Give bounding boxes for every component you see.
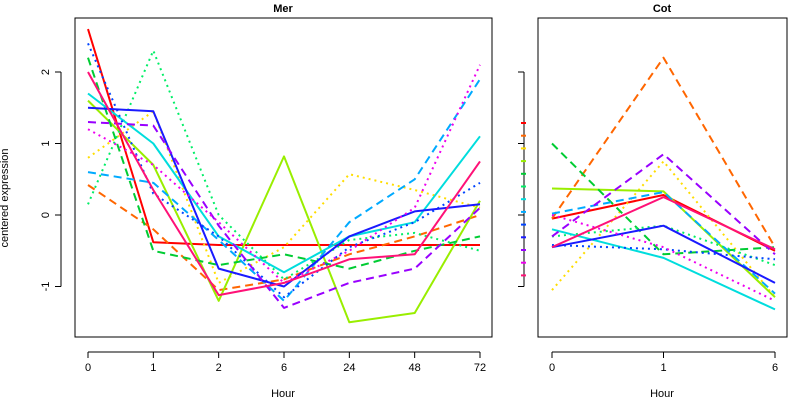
panel-mer-series-line-11 (87, 121, 481, 309)
panel-cot-series-line-3 (551, 160, 776, 298)
panel-mer-x-tick-label: 6 (281, 362, 287, 374)
panel-cot-series-line-4 (551, 187, 776, 298)
panel-cot-series-line-8 (551, 191, 776, 295)
panel-mer-x-tick-label: 1 (150, 362, 156, 374)
panel-mer-y-tick-label: 1 (40, 140, 52, 146)
panel-cot-x-tick-label: 0 (549, 362, 555, 374)
panel-mer-series-line-3 (87, 110, 481, 284)
panel-mer-series-line-4 (87, 99, 481, 324)
panel-mer-series-line-9 (87, 43, 481, 299)
panel-mer: Mer 0 1 2 6 24 48 72 -1 0 1 2 Hour (40, 3, 493, 400)
panel-cot-series-line-11 (551, 153, 776, 256)
panel-cot-series-line-13 (551, 196, 776, 251)
panel-mer-series-line-2 (87, 184, 481, 292)
panel-cot-frame (537, 17, 788, 338)
panel-mer-x-tick-label: 24 (343, 362, 355, 374)
panel-mer-series-line-7 (87, 92, 481, 274)
panel-cot-series-line-7 (551, 228, 776, 311)
panel-mer-series-line-5 (87, 57, 481, 270)
panel-cot-title: Cot (653, 3, 672, 15)
y-axis-label: centered expression (0, 148, 11, 247)
panel-mer-y-tick-label: -1 (40, 282, 52, 292)
panel-mer-x-tick-label: 48 (409, 362, 421, 374)
panel-cot-series-line-6 (551, 224, 776, 267)
panel-cot-x-axis-label: Hour (650, 388, 674, 400)
panel-cot-series-line-10 (551, 224, 776, 284)
panel-mer-series-line-13 (87, 71, 481, 297)
panel-mer-series-line-12 (87, 64, 481, 284)
panel-mer-frame (74, 17, 493, 338)
panel-cot-series-line-9 (551, 244, 776, 261)
panel-mer-series-line-8 (87, 78, 481, 302)
panel-mer-series-line-6 (87, 49, 481, 281)
panel-cot-series-line-12 (551, 214, 776, 302)
panel-cot-series-line-5 (551, 142, 776, 256)
panel-cot-x-tick-label: 1 (660, 362, 666, 374)
panel-mer-y-tick-label: 2 (40, 69, 52, 75)
panel-cot-series-line-2 (551, 56, 776, 248)
panel-mer-x-tick-label: 0 (85, 362, 91, 374)
panel-mer-title: Mer (273, 3, 293, 15)
panel-cot: Cot 0 1 6 Hour (518, 3, 788, 400)
panel-mer-series-line-1 (87, 28, 480, 246)
panel-mer-series-line-10 (87, 106, 481, 288)
panel-cot-series-line-1 (551, 194, 776, 252)
panel-mer-y-tick-label: 0 (40, 212, 52, 218)
panel-mer-x-tick-label: 72 (474, 362, 486, 374)
panel-cot-x-tick-label: 6 (772, 362, 778, 374)
panel-mer-x-axis-label: Hour (271, 388, 295, 400)
series-key-marks (521, 122, 526, 277)
panel-mer-x-tick-label: 2 (216, 362, 222, 374)
